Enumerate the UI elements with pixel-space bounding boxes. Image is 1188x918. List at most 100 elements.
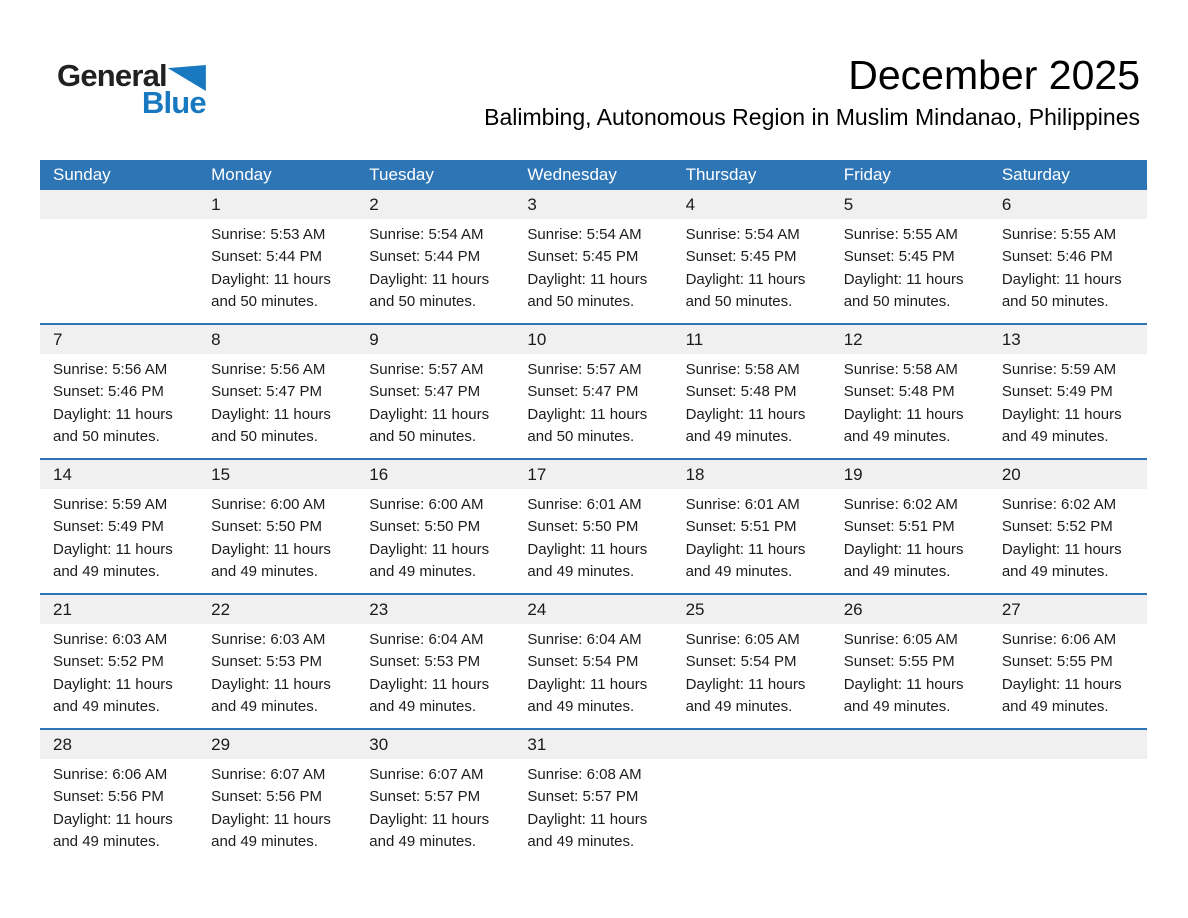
cell-line: Sunset: 5:47 PM	[369, 383, 481, 401]
cell-line: Sunset: 5:45 PM	[685, 248, 797, 266]
calendar-cell: Sunrise: 6:01 AM Sunset: 5:51 PM Daylight:…	[673, 494, 831, 593]
cell-line: Sunset: 5:53 PM	[211, 653, 323, 671]
calendar-cell: Sunrise: 5:55 AM Sunset: 5:45 PM Daylight:…	[831, 224, 989, 323]
cell-line: Daylight: 11 hours	[685, 270, 806, 288]
day-number: 25	[685, 599, 705, 619]
day-number: 7	[53, 329, 63, 349]
cell-line: and 50 minutes.	[369, 293, 477, 311]
weekday-header: Tuesday	[369, 165, 434, 184]
calendar-cell: Sunrise: 6:08 AM Sunset: 5:57 PM Daylight:…	[514, 764, 672, 863]
calendar-cell: Sunrise: 6:03 AM Sunset: 5:53 PM Daylight:…	[198, 629, 356, 728]
day-number: 11	[685, 329, 704, 349]
week-row: 28 29 30 31 Sunrise: 6:06 AM Sunset: 5:56 PM D…	[40, 728, 1147, 863]
cell-line: Sunset: 5:56 PM	[211, 788, 323, 806]
calendar-cell: Sunrise: 5:59 AM Sunset: 5:49 PM Daylight:…	[40, 494, 198, 593]
cell-line: and 49 minutes.	[211, 563, 318, 581]
weekday-header: Wednesday	[527, 165, 617, 184]
cell-line: Daylight: 11 hours	[1001, 270, 1122, 288]
calendar-cell: Sunrise: 5:55 AM Sunset: 5:46 PM Daylight:…	[989, 224, 1147, 323]
cell-line: Daylight: 11 hours	[369, 810, 490, 828]
cell-line: Daylight: 11 hours	[369, 540, 490, 558]
calendar-cell: Sunrise: 6:05 AM Sunset: 5:54 PM Daylight:…	[673, 629, 831, 728]
cell-line: Sunset: 5:52 PM	[1001, 518, 1113, 536]
cell-line: Sunset: 5:46 PM	[1001, 248, 1113, 266]
calendar-cell: Sunrise: 5:53 AM Sunset: 5:44 PM Daylight:…	[198, 224, 356, 323]
cell-line: and 49 minutes.	[843, 428, 951, 446]
cell-line: Daylight: 11 hours	[211, 270, 331, 288]
cell-line: and 50 minutes.	[211, 428, 318, 446]
cell-line: Sunrise: 6:05 AM	[843, 631, 958, 648]
cell-line: Sunset: 5:54 PM	[527, 653, 639, 671]
day-number-strip: 14 15 16 17 18 19 20	[40, 460, 1147, 489]
cell-line: Sunrise: 5:55 AM	[843, 226, 958, 243]
day-number-strip: 7 8 9 10 11 12 13	[40, 325, 1147, 354]
day-number: 18	[685, 464, 705, 484]
day-content-strip: Sunrise: 5:56 AM Sunset: 5:46 PM Daylight:…	[40, 354, 1147, 458]
calendar-cell: Sunrise: 5:54 AM Sunset: 5:44 PM Daylight:…	[356, 224, 514, 323]
day-number: 15	[211, 464, 231, 484]
week-row: 14 15 16 17 18 19 20 Sunrise: 5:59 AM Sunset: 5:…	[40, 458, 1147, 593]
calendar-cell: Sunrise: 6:07 AM Sunset: 5:57 PM Daylight:…	[356, 764, 514, 863]
calendar-cell: Sunrise: 6:02 AM Sunset: 5:52 PM Daylight:…	[989, 494, 1147, 593]
cell-line: Daylight: 11 hours	[211, 540, 331, 558]
cell-line: Sunset: 5:44 PM	[369, 248, 481, 266]
cell-line: and 50 minutes.	[1001, 293, 1109, 311]
cell-line: and 49 minutes.	[843, 698, 951, 716]
cell-line: Sunrise: 6:03 AM	[211, 631, 326, 648]
cell-line: Sunset: 5:51 PM	[685, 518, 797, 536]
cell-line: Sunset: 5:50 PM	[369, 518, 481, 536]
cell-line: and 49 minutes.	[527, 833, 635, 851]
cell-line: Sunrise: 6:03 AM	[53, 631, 168, 648]
cell-line: and 49 minutes.	[685, 428, 793, 446]
cell-line: Daylight: 11 hours	[527, 540, 648, 558]
cell-line: Sunrise: 5:58 AM	[843, 361, 958, 378]
calendar-cell: Sunrise: 5:54 AM Sunset: 5:45 PM Daylight:…	[673, 224, 831, 323]
cell-line: Daylight: 11 hours	[843, 270, 964, 288]
cell-line: Sunset: 5:48 PM	[685, 383, 797, 401]
cell-line: Daylight: 11 hours	[53, 810, 173, 828]
cell-line: and 50 minutes.	[369, 428, 477, 446]
week-row: 21 22 23 24 25 26 27 Sunrise: 6:03 AM Sunset: 5:…	[40, 593, 1147, 728]
day-number: 17	[527, 464, 547, 484]
cell-line: and 49 minutes.	[369, 563, 477, 581]
cell-line: and 49 minutes.	[685, 563, 793, 581]
day-number: 10	[527, 329, 547, 349]
calendar-cell: Sunrise: 5:57 AM Sunset: 5:47 PM Daylight:…	[356, 359, 514, 458]
cell-line: and 49 minutes.	[211, 698, 318, 716]
day-number: 22	[211, 599, 231, 619]
calendar-cell	[673, 764, 831, 863]
calendar-cell: Sunrise: 6:03 AM Sunset: 5:52 PM Daylight:…	[40, 629, 198, 728]
cell-line: Daylight: 11 hours	[369, 675, 490, 693]
day-number: 12	[843, 329, 863, 349]
cell-line: Daylight: 11 hours	[211, 405, 331, 423]
cell-line: and 50 minutes.	[211, 293, 318, 311]
calendar-cell: Sunrise: 5:58 AM Sunset: 5:48 PM Daylight:…	[673, 359, 831, 458]
day-number: 24	[527, 599, 547, 619]
cell-line: Sunset: 5:50 PM	[211, 518, 323, 536]
cell-line: Sunrise: 6:00 AM	[369, 496, 484, 513]
cell-line: Daylight: 11 hours	[685, 540, 806, 558]
cell-line: Sunrise: 6:06 AM	[53, 766, 168, 783]
cell-line: Sunrise: 6:01 AM	[527, 496, 642, 513]
day-number: 8	[211, 329, 221, 349]
cell-line: and 49 minutes.	[53, 698, 160, 716]
cell-line: Sunset: 5:54 PM	[685, 653, 797, 671]
cell-line: Sunrise: 6:02 AM	[843, 496, 958, 513]
day-content-strip: Sunrise: 6:06 AM Sunset: 5:56 PM Daylight:…	[40, 759, 1147, 863]
cell-line: Sunset: 5:57 PM	[527, 788, 639, 806]
cell-line: and 49 minutes.	[843, 563, 951, 581]
cell-line: Daylight: 11 hours	[1001, 540, 1122, 558]
cell-line: Daylight: 11 hours	[843, 675, 964, 693]
week-row: 1 2 3 4 5 6 Sunrise: 5:53 AM Sunset: 5:44 PM Day…	[40, 190, 1147, 323]
general-blue-logo: General Blue	[57, 60, 207, 118]
day-number: 6	[1001, 194, 1012, 214]
cell-line: Daylight: 11 hours	[53, 675, 173, 693]
calendar-table: Sunday Monday Tuesday Wednesday Thursday Frid…	[40, 160, 1147, 863]
cell-line: Sunset: 5:51 PM	[843, 518, 955, 536]
cell-line: and 50 minutes.	[685, 293, 793, 311]
calendar-cell	[40, 224, 198, 323]
day-content-strip: Sunrise: 5:53 AM Sunset: 5:44 PM Daylight:…	[40, 219, 1147, 323]
cell-line: Sunrise: 5:53 AM	[211, 226, 326, 243]
cell-line: Daylight: 11 hours	[211, 810, 331, 828]
